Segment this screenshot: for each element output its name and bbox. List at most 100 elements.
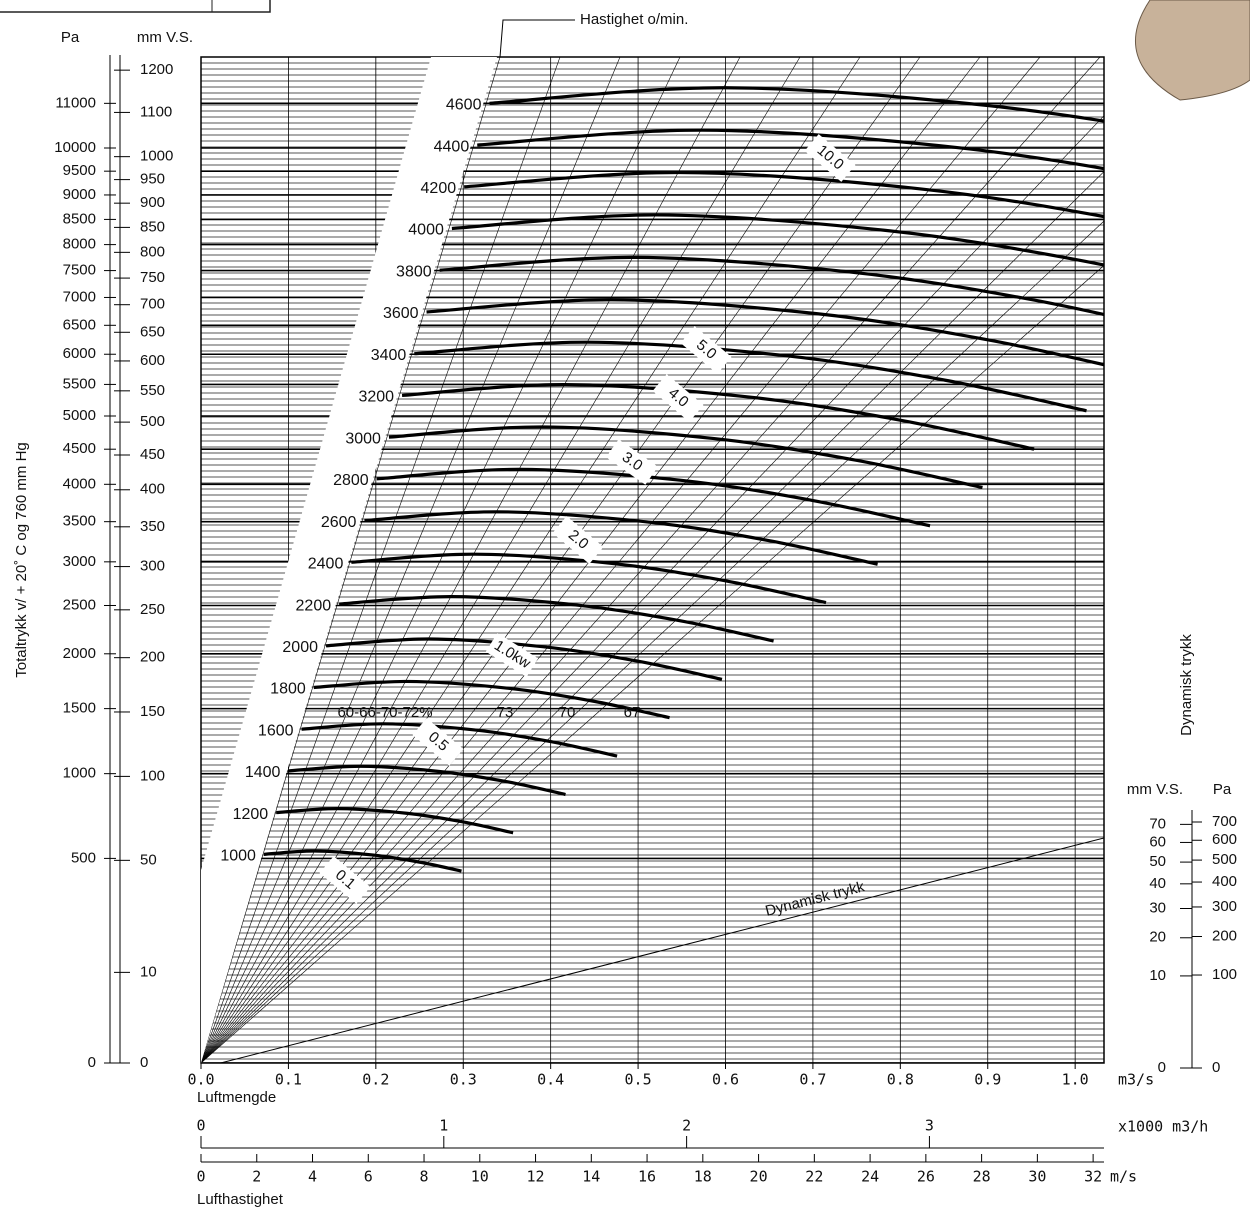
title-leader (499, 19, 575, 58)
y2-tick-label: 800 (140, 243, 165, 260)
y2-tick-label: 150 (140, 703, 165, 720)
speed-label: 1000 (220, 848, 256, 865)
speed-label: 4600 (446, 97, 482, 114)
dynamic-pa-tick-label: 100 (1212, 966, 1237, 983)
speed-curve (313, 679, 670, 720)
x3-tick-label: 32 (1084, 1168, 1102, 1186)
x-tick-label: 0.5 (625, 1071, 652, 1089)
y-tick-label: 8000 (63, 236, 96, 253)
x3-tick-label: 16 (638, 1168, 656, 1186)
speed-curve (401, 383, 1035, 451)
corner-image (1135, 0, 1250, 101)
y-tick-label: 7000 (63, 288, 96, 305)
speed-curve (489, 86, 1104, 123)
system-line (201, 57, 501, 1063)
x3-tick-label: 18 (694, 1168, 712, 1186)
dynamic-mm-tick-label: 0 (1158, 1059, 1166, 1076)
speed-curve (426, 298, 1104, 367)
y-tick-label: 3500 (63, 513, 96, 530)
system-line (201, 171, 1104, 1063)
y2-tick-label: 200 (140, 649, 165, 666)
power-label-bg (804, 134, 856, 182)
speed-label: 4200 (421, 180, 457, 197)
y2-tick-label: 300 (140, 558, 165, 575)
y2-tick-label: 650 (140, 323, 165, 340)
dynamic-mm-tick-label: 60 (1149, 833, 1166, 850)
y2-tick-label: 10 (140, 963, 157, 980)
text-layer: 0500100015002000250030003500400045005000… (54, 55, 1237, 1186)
dynamic-axis-title: Dynamisk trykk (1178, 634, 1195, 736)
x3-tick-label: 28 (973, 1168, 991, 1186)
y-tick-label: 9500 (63, 162, 96, 179)
system-line (201, 57, 801, 1063)
speed-curve (451, 213, 1104, 267)
y-tick-label: 5500 (63, 375, 96, 392)
speed-label: 3400 (371, 347, 407, 364)
x3-axis-title: Lufthastighet (197, 1191, 284, 1208)
system-line (201, 265, 1104, 1063)
speed-label: 2400 (308, 556, 344, 573)
dynamic-mm-tick-label: 70 (1149, 815, 1166, 832)
system-line (201, 57, 861, 1063)
y-tick-label: 11000 (55, 94, 96, 111)
x3-unit: m/s (1110, 1168, 1137, 1186)
x-tick-label: 0.3 (450, 1071, 477, 1089)
speed-label: 3200 (358, 389, 394, 406)
speed-curve (364, 510, 878, 566)
efficiency-label: 60-66-70-72% (337, 704, 432, 721)
dynamic-mm-tick-label: 10 (1149, 967, 1166, 984)
y2-tick-label: 1200 (140, 61, 173, 78)
y-tick-label: 3000 (63, 553, 96, 570)
speed-curve (477, 128, 1104, 171)
speed-curve (301, 722, 618, 758)
dynamic-mm-tick-label: 40 (1149, 875, 1166, 892)
speed-label: 1200 (233, 806, 269, 823)
dynamic-pa-tick-label: 400 (1212, 873, 1237, 890)
efficiency-label: 73 (497, 704, 514, 721)
speed-curve (376, 467, 931, 528)
y-tick-label: 6500 (63, 316, 96, 333)
dynamic-pa-tick-label: 500 (1212, 851, 1237, 868)
speed-curve (339, 595, 774, 643)
x-tick-label: 0.0 (187, 1071, 214, 1089)
y2-tick-label: 550 (140, 382, 165, 399)
x-tick-label: 0.1 (275, 1071, 302, 1089)
speed-label: 2200 (296, 597, 332, 614)
speed-curve (351, 552, 827, 605)
power-label-bg (652, 374, 704, 422)
y-tick-label: 8500 (63, 210, 96, 227)
y-tick-label: 0 (88, 1054, 96, 1071)
speed-curve (325, 637, 723, 681)
speed-label: 1400 (245, 764, 281, 781)
x3-tick-label: 24 (861, 1168, 879, 1186)
power-label-bg (319, 856, 371, 904)
y-tick-label: 4500 (63, 440, 96, 457)
speed-curve (439, 255, 1104, 317)
x-axis-title: Luftmengde (197, 1089, 276, 1106)
y2-tick-label: 50 (140, 851, 157, 868)
system-line (201, 57, 681, 1063)
y2-tick-label: 100 (140, 767, 165, 784)
dynamic-line (218, 837, 1104, 1063)
dynamic-pa-unit: Pa (1213, 781, 1232, 798)
x2-tick-label: 3 (925, 1117, 934, 1135)
power-label-bg (680, 326, 732, 374)
y-tick-label: 2500 (63, 596, 96, 613)
efficiency-label: 70 (559, 704, 576, 721)
y2-tick-label: 450 (140, 446, 165, 463)
x3-tick-label: 10 (471, 1168, 489, 1186)
power-label-bg (552, 516, 604, 564)
speed-curve (263, 849, 462, 873)
x2-unit: x1000 m3/h (1118, 1118, 1208, 1136)
x3-tick-label: 26 (917, 1168, 935, 1186)
x3-tick-label: 0 (196, 1168, 205, 1186)
x-tick-label: 0.8 (887, 1071, 914, 1089)
curve-layer (218, 86, 1104, 1063)
y2-tick-label: 950 (140, 171, 165, 188)
efficiency-label: 67 (624, 704, 641, 721)
speed-label: 3000 (345, 430, 381, 447)
dynamic-pa-tick-label: 600 (1212, 831, 1237, 848)
y-tick-label: 1500 (63, 700, 96, 717)
y-tick-label: 2000 (63, 645, 96, 662)
